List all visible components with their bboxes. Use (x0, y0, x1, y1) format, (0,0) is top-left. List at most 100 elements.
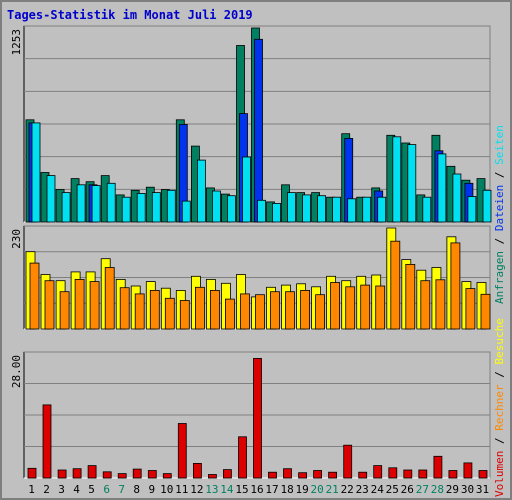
bar-seiten-26 (407, 144, 417, 223)
bar-rechner-29 (450, 242, 461, 330)
day-label: 1 (28, 483, 35, 496)
bar-volumen-27 (418, 469, 428, 479)
legend-top: Anfragen / Dateien / Seiten (493, 125, 506, 304)
bar-volumen-30 (463, 462, 473, 479)
bar-rechner-15 (240, 293, 250, 330)
bar-volumen-4 (72, 468, 82, 479)
bar-rechner-25 (390, 240, 401, 330)
bar-volumen-3 (57, 469, 67, 479)
y-max-label: 1253 (10, 29, 23, 56)
bar-seiten-24 (377, 196, 387, 223)
bar-rechner-19 (300, 289, 311, 330)
y-max-label: 28.00 (10, 355, 23, 388)
day-label: 29 (446, 483, 459, 496)
day-label: 30 (461, 483, 474, 496)
bar-rechner-14 (224, 298, 235, 330)
bar-rechner-8 (134, 293, 145, 330)
bar-volumen-18 (283, 468, 292, 479)
bar-rechner-17 (270, 291, 280, 330)
bar-volumen-9 (147, 470, 157, 479)
bar-seiten-7 (121, 196, 131, 223)
bar-seiten-12 (196, 159, 206, 223)
legend-bottom: Volumen / Rechner / Besuche (493, 318, 506, 497)
day-label: 21 (326, 483, 339, 496)
bar-volumen-29 (448, 470, 458, 479)
bar-rechner-24 (375, 285, 386, 330)
bar-seiten-8 (136, 192, 146, 223)
bar-seiten-20 (317, 195, 327, 223)
bar-seiten-15 (242, 156, 251, 223)
bar-volumen-26 (403, 469, 413, 479)
bar-rechner-13 (209, 289, 220, 330)
day-label: 13 (205, 483, 218, 496)
bar-volumen-7 (117, 473, 127, 479)
bar-volumen-10 (162, 473, 172, 479)
day-label: 27 (416, 483, 429, 496)
day-label: 24 (371, 483, 385, 496)
day-label: 10 (160, 483, 173, 496)
legend-volumen: Volumen (493, 451, 506, 497)
bar-rechner-22 (345, 286, 356, 330)
bar-rechner-31 (480, 293, 491, 330)
bar-volumen-24 (373, 465, 383, 479)
bar-volumen-16 (253, 357, 262, 479)
bar-seiten-30 (467, 196, 477, 223)
day-label: 23 (356, 483, 369, 496)
bar-seiten-29 (452, 173, 462, 223)
bar-dateien-16 (254, 38, 263, 223)
legend-besuche: Besuche (493, 318, 506, 364)
day-label: 4 (73, 483, 80, 496)
bar-rechner-5 (89, 281, 100, 330)
bar-seiten-31 (482, 189, 492, 223)
bar-rechner-4 (74, 278, 85, 330)
day-label: 20 (310, 483, 323, 496)
bar-volumen-20 (313, 470, 323, 479)
day-label: 19 (295, 483, 308, 496)
panel-visits: 230 (10, 225, 491, 330)
bar-volumen-17 (268, 471, 277, 479)
day-label: 15 (235, 483, 248, 496)
bar-seiten-3 (61, 192, 71, 223)
bar-rechner-3 (59, 291, 70, 330)
bar-seiten-19 (302, 194, 312, 223)
bar-volumen-2 (42, 404, 52, 479)
bar-seiten-11 (181, 200, 191, 223)
day-label: 18 (280, 483, 293, 496)
bar-rechner-20 (315, 294, 326, 330)
bar-volumen-8 (132, 468, 142, 479)
bar-rechner-11 (179, 300, 190, 330)
bar-rechner-28 (435, 279, 446, 330)
legend-rechner: Rechner (493, 384, 506, 431)
bar-volumen-31 (478, 470, 488, 479)
bar-seiten-17 (272, 202, 281, 223)
panel-volume: 28.00 (10, 351, 491, 479)
bar-rechner-12 (194, 286, 205, 330)
bar-volumen-25 (388, 467, 398, 479)
bar-rechner-18 (285, 291, 295, 330)
day-label: 31 (476, 483, 489, 496)
bar-rechner-21 (330, 282, 341, 330)
bar-volumen-21 (328, 471, 338, 479)
bar-rechner-1 (29, 262, 40, 330)
day-label: 12 (190, 483, 203, 496)
bar-seiten-22 (347, 198, 357, 223)
day-label: 8 (133, 483, 140, 496)
bar-seiten-23 (362, 196, 372, 223)
day-label: 14 (220, 483, 234, 496)
bar-rechner-26 (405, 263, 416, 330)
bar-seiten-5 (91, 185, 101, 223)
day-label: 5 (88, 483, 95, 496)
bar-seiten-4 (76, 184, 86, 223)
bar-seiten-21 (332, 196, 342, 223)
bar-volumen-14 (222, 469, 232, 479)
bar-seiten-28 (437, 153, 447, 223)
bar-seiten-27 (422, 196, 432, 223)
day-label: 7 (118, 483, 125, 496)
panel-hits: 1253 (10, 25, 492, 223)
legend-dateien: Dateien (493, 185, 506, 231)
day-label: 26 (401, 483, 414, 496)
bar-seiten-13 (211, 190, 221, 223)
bar-volumen-1 (27, 467, 37, 479)
bar-volumen-22 (343, 444, 353, 479)
